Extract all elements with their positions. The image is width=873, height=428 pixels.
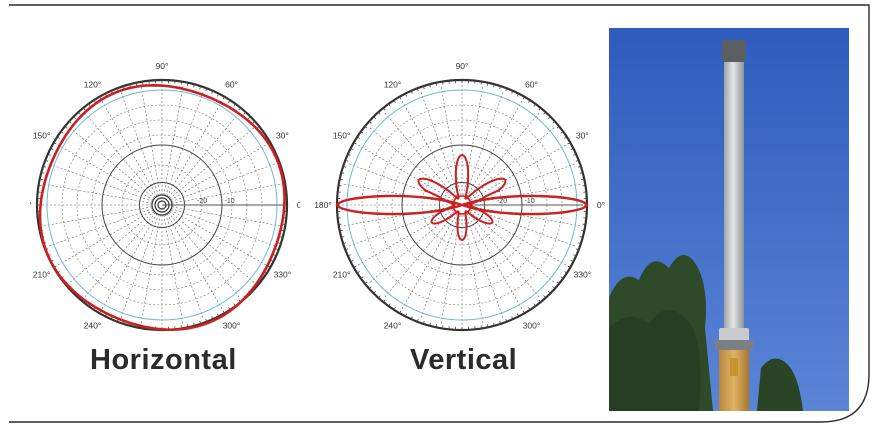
vertical-angle-label: 30° — [576, 131, 589, 141]
horizontal-caption: Horizontal — [90, 344, 237, 376]
horizontal-angle-label: 90° — [156, 61, 169, 71]
vertical-angle-label: 180° — [315, 200, 332, 210]
vertical-angle-label: 210° — [333, 270, 351, 280]
horizontal-grid: -10 -20 0° 30° 60° 90° 120° 150° 180° 210° 240° 270… — [30, 61, 300, 340]
vertical-angle-label: 0° — [597, 200, 605, 210]
horizontal-ring-label: -10 — [225, 198, 235, 205]
vertical-caption: Vertical — [410, 344, 518, 376]
vertical-angle-label: 330° — [574, 270, 592, 280]
vertical-angle-label: 300° — [523, 320, 541, 330]
horizontal-angle-label: 240° — [84, 320, 102, 330]
vertical-angle-label: 60° — [525, 80, 538, 90]
vertical-angle-label: 120° — [384, 80, 402, 90]
horizontal-angle-label: 270° — [153, 339, 171, 340]
vertical-angle-label: 240° — [384, 320, 402, 330]
vertical-polar-plot: -10 -20 0° 30° 60° 90° 120° 150° 180° 210° 240° 270… — [315, 60, 605, 340]
horizontal-angle-label: 210° — [33, 270, 51, 280]
vertical-angle-label: 150° — [333, 131, 351, 141]
horizontal-angle-label: 120° — [84, 80, 102, 90]
vertical-pattern-trace — [335, 153, 589, 242]
antenna — [715, 40, 753, 411]
horizontal-angle-label: 180° — [30, 200, 32, 210]
vertical-angle-label: 90° — [456, 61, 469, 71]
horizontal-polar-plot: -10 -20 0° 30° 60° 90° 120° 150° 180° 210° 240° 270… — [30, 60, 300, 340]
horizontal-center-rings — [151, 194, 173, 216]
horizontal-angle-label: 330° — [274, 270, 292, 280]
vertical-grid: -10 -20 0° 30° 60° 90° 120° 150° 180° 210° 240° 270… — [315, 61, 605, 340]
horizontal-angle-label: 60° — [225, 80, 238, 90]
vertical-ring-label: -10 — [525, 198, 535, 205]
vertical-ring-label: -20 — [497, 198, 507, 205]
horizontal-angle-label: 300° — [223, 320, 241, 330]
trees — [609, 254, 803, 411]
vertical-angle-label: 270° — [453, 339, 471, 340]
horizontal-ring-label: -20 — [197, 198, 207, 205]
antenna-photo — [609, 28, 849, 411]
frame-border — [9, 4, 870, 423]
horizontal-angle-label: 30° — [276, 131, 289, 141]
horizontal-pattern-trace — [38, 83, 286, 332]
horizontal-angle-label: 0° — [297, 200, 300, 210]
horizontal-angle-label: 150° — [33, 131, 51, 141]
